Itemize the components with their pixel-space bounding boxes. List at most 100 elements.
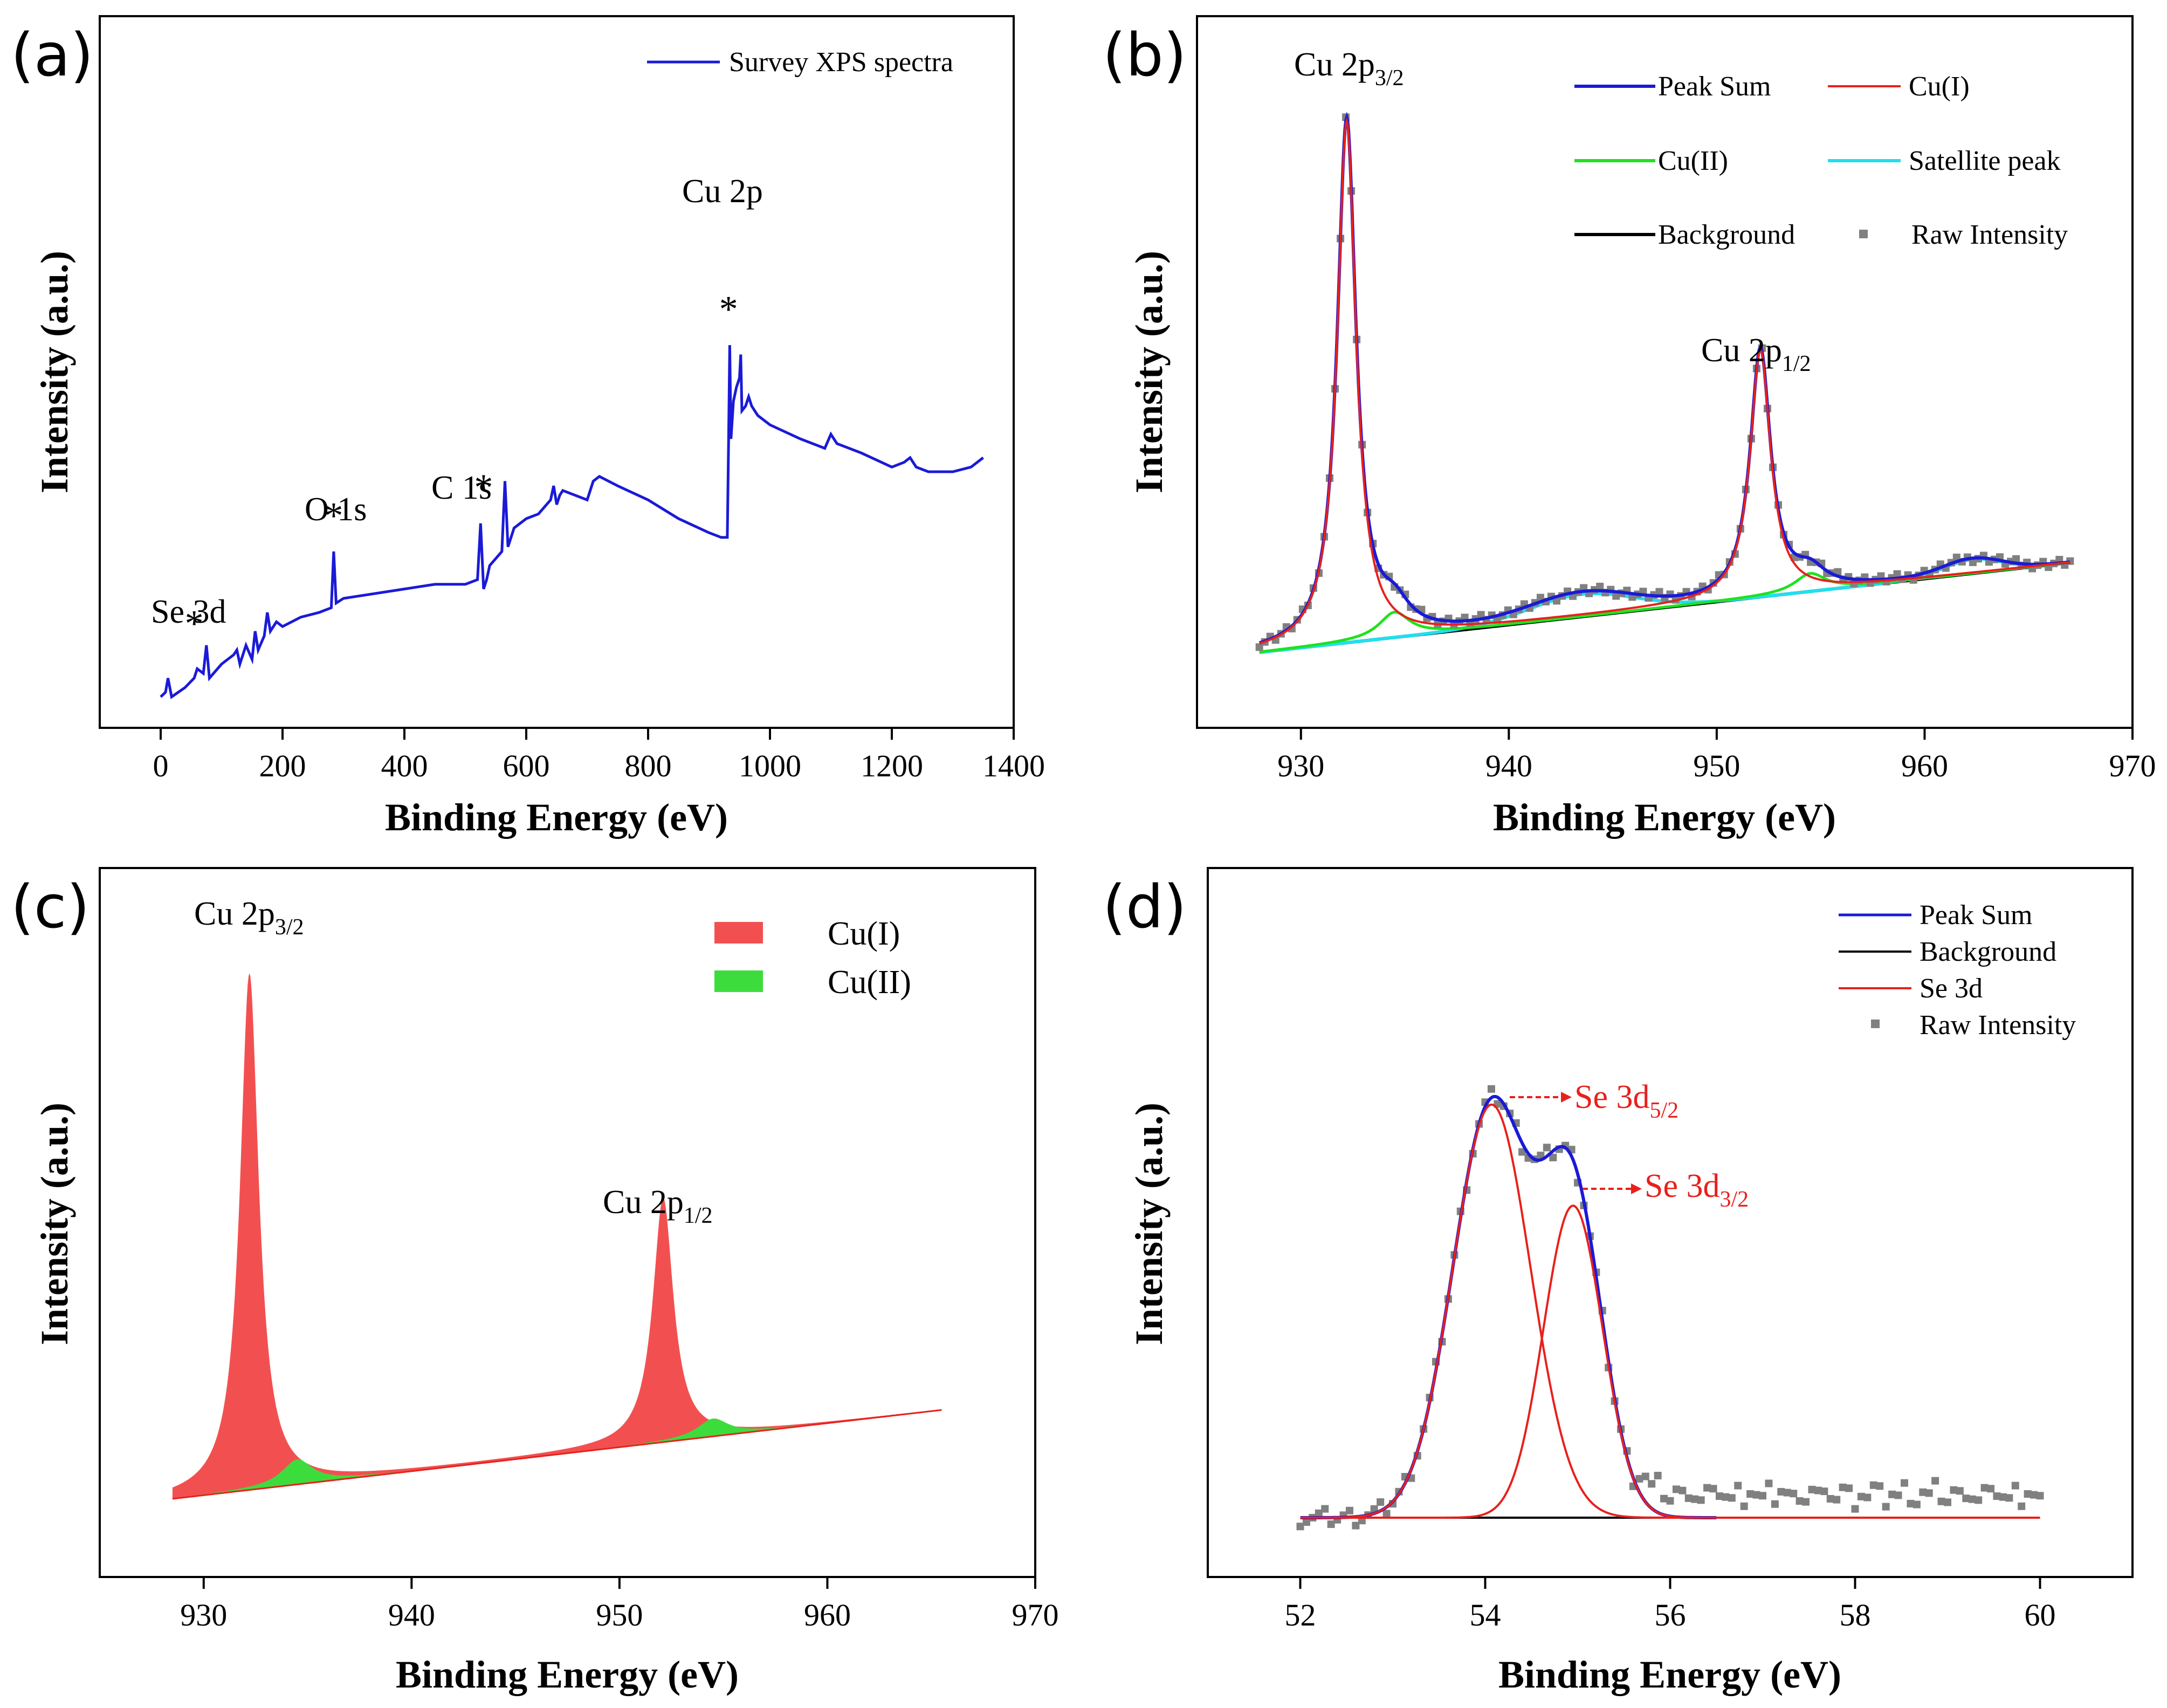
x-tick-label: 940 bbox=[388, 1597, 435, 1633]
x-tick-label: 950 bbox=[1693, 748, 1740, 783]
raw-point bbox=[1919, 1488, 1927, 1496]
raw-point bbox=[1839, 1483, 1847, 1491]
x-tick-label: 400 bbox=[381, 748, 428, 783]
raw-point bbox=[1327, 1520, 1335, 1528]
panel-a-x-axis: 0 200 400 600 800 1000 1200 1400 bbox=[153, 728, 1045, 783]
raw-point bbox=[1771, 1500, 1779, 1508]
raw-point bbox=[1980, 1484, 1989, 1492]
raw-point bbox=[1950, 1486, 1958, 1494]
raw-point bbox=[1655, 588, 1663, 596]
raw-point bbox=[1370, 1505, 1378, 1513]
panel-a-letter: (a) bbox=[11, 20, 93, 89]
peak-star-marker: * bbox=[324, 495, 343, 536]
peak-star-marker: * bbox=[474, 467, 493, 508]
panel-a-peak-stars: * * * * bbox=[185, 289, 738, 645]
label-se3d32: Se 3d3/2 bbox=[1645, 1168, 1749, 1212]
panel-b-ylabel: Intensity (a.u.) bbox=[1127, 251, 1171, 493]
x-tick-label: 930 bbox=[180, 1597, 227, 1633]
raw-point bbox=[1382, 1510, 1391, 1518]
raw-point bbox=[1746, 1490, 1755, 1498]
x-tick-label: 1000 bbox=[739, 748, 801, 783]
panel-c-xlabel: Binding Energy (eV) bbox=[396, 1653, 739, 1696]
raw-point bbox=[1660, 1494, 1668, 1503]
x-tick-label: 960 bbox=[1901, 748, 1948, 783]
raw-point bbox=[1352, 1521, 1360, 1530]
legend-cu1: Cu(I) bbox=[1909, 71, 1970, 102]
raw-point bbox=[1709, 1485, 1717, 1493]
label-cu2p32: Cu 2p3/2 bbox=[1294, 46, 1404, 91]
raw-point bbox=[1596, 582, 1604, 590]
se3d32-component-line bbox=[1300, 1204, 2040, 1519]
panel-b-legend: Peak Sum Cu(I) Cu(II) Satellite peak Bac… bbox=[1574, 71, 2068, 250]
panel-b-xlabel: Binding Energy (eV) bbox=[1493, 796, 1836, 839]
raw-point bbox=[1882, 1503, 1890, 1511]
cu1-filled-area bbox=[172, 973, 942, 1499]
raw-point bbox=[1833, 1496, 1841, 1504]
raw-point bbox=[1715, 1492, 1723, 1500]
panel-d-ylabel: Intensity (a.u.) bbox=[1127, 1103, 1171, 1345]
raw-point bbox=[1684, 1494, 1693, 1502]
raw-point bbox=[1302, 1518, 1310, 1526]
raw-point bbox=[1987, 1485, 1995, 1493]
raw-point bbox=[1857, 1492, 1865, 1500]
legend-d-background: Background bbox=[1920, 936, 2056, 967]
x-tick-label: 950 bbox=[596, 1597, 643, 1633]
raw-point bbox=[1937, 1497, 1945, 1505]
raw-point bbox=[1691, 1495, 1699, 1503]
legend-cu2: Cu(II) bbox=[1658, 146, 1728, 176]
label-o1s: O 1s bbox=[305, 491, 367, 528]
raw-point bbox=[1814, 1486, 1822, 1494]
panel-d-legend: Peak Sum Background Se 3d Raw Intensity bbox=[1839, 900, 2076, 1041]
se3d52-arrow bbox=[1510, 1092, 1572, 1103]
raw-point bbox=[1826, 1494, 1834, 1503]
label-se3d: Se 3d bbox=[151, 594, 226, 630]
legend-d-se3d: Se 3d bbox=[1920, 973, 1983, 1004]
peak-sum-line bbox=[1300, 1094, 1717, 1519]
raw-point bbox=[1697, 1496, 1705, 1504]
raw-point bbox=[1925, 1489, 1933, 1497]
survey-spectrum-line bbox=[160, 345, 985, 699]
panel-d-x-axis: 52 54 56 58 60 bbox=[1285, 1577, 2056, 1633]
panel-b: (b) 930 940 950 960 970 Cu 2p3/2 Cu 2p1/2 Pe… bbox=[1103, 15, 2156, 839]
baseline-line bbox=[172, 1409, 942, 1500]
x-tick-label: 1200 bbox=[861, 748, 923, 783]
raw-point bbox=[1993, 1492, 2001, 1500]
raw-point bbox=[1345, 1506, 1353, 1514]
legend-d-peak-sum: Peak Sum bbox=[1920, 900, 2032, 931]
legend-c-cu1: Cu(I) bbox=[828, 915, 900, 952]
label-c-cu2p32: Cu 2p3/2 bbox=[194, 896, 304, 940]
peak-sum-line bbox=[1258, 112, 2070, 645]
panel-a-ylabel: Intensity (a.u.) bbox=[33, 251, 76, 493]
raw-point bbox=[1487, 1085, 1495, 1093]
panel-a: (a) 0 200 400 600 800 1000 1200 1400 * * * * Se 3d… bbox=[11, 15, 1045, 839]
label-cu2p: Cu 2p bbox=[682, 173, 763, 210]
raw-point bbox=[1703, 1484, 1711, 1492]
raw-point bbox=[1900, 1479, 1908, 1487]
panel-d-frame bbox=[1207, 867, 2134, 1578]
raw-point bbox=[1795, 1497, 1804, 1505]
panel-c-frame bbox=[99, 867, 1036, 1578]
panel-d-letter: (d) bbox=[1103, 872, 1187, 941]
raw-point bbox=[1845, 1484, 1853, 1492]
raw-point bbox=[1999, 1493, 2007, 1501]
panel-c: (c) 930 940 950 960 970 Cu 2p3/2 Cu 2p1/2 Cu… bbox=[11, 867, 1059, 1696]
raw-point bbox=[1894, 1491, 1902, 1499]
x-tick-label: 54 bbox=[1470, 1597, 1501, 1633]
panel-d: (d) 52 54 56 58 60 Se 3d5/2 Se 3d3/2 Peak Su… bbox=[1103, 867, 2134, 1696]
label-se3d52: Se 3d5/2 bbox=[1574, 1079, 1678, 1123]
raw-point bbox=[2005, 1494, 2013, 1502]
legend-raw-marker bbox=[1859, 230, 1868, 238]
raw-point bbox=[1876, 1482, 1884, 1490]
x-tick-label: 940 bbox=[1485, 748, 1532, 783]
peak-star-marker: * bbox=[719, 289, 738, 330]
raw-point bbox=[2030, 1491, 2038, 1499]
panel-a-legend: Survey XPS spectra bbox=[647, 47, 953, 78]
raw-point bbox=[1728, 1494, 1736, 1502]
raw-point bbox=[2011, 1482, 2019, 1490]
raw-point bbox=[2012, 555, 2020, 563]
raw-point bbox=[1913, 1500, 1921, 1509]
raw-point bbox=[1321, 1505, 1329, 1513]
legend-c-cu2: Cu(II) bbox=[828, 964, 911, 1001]
label-cu2p12: Cu 2p1/2 bbox=[1701, 332, 1811, 376]
